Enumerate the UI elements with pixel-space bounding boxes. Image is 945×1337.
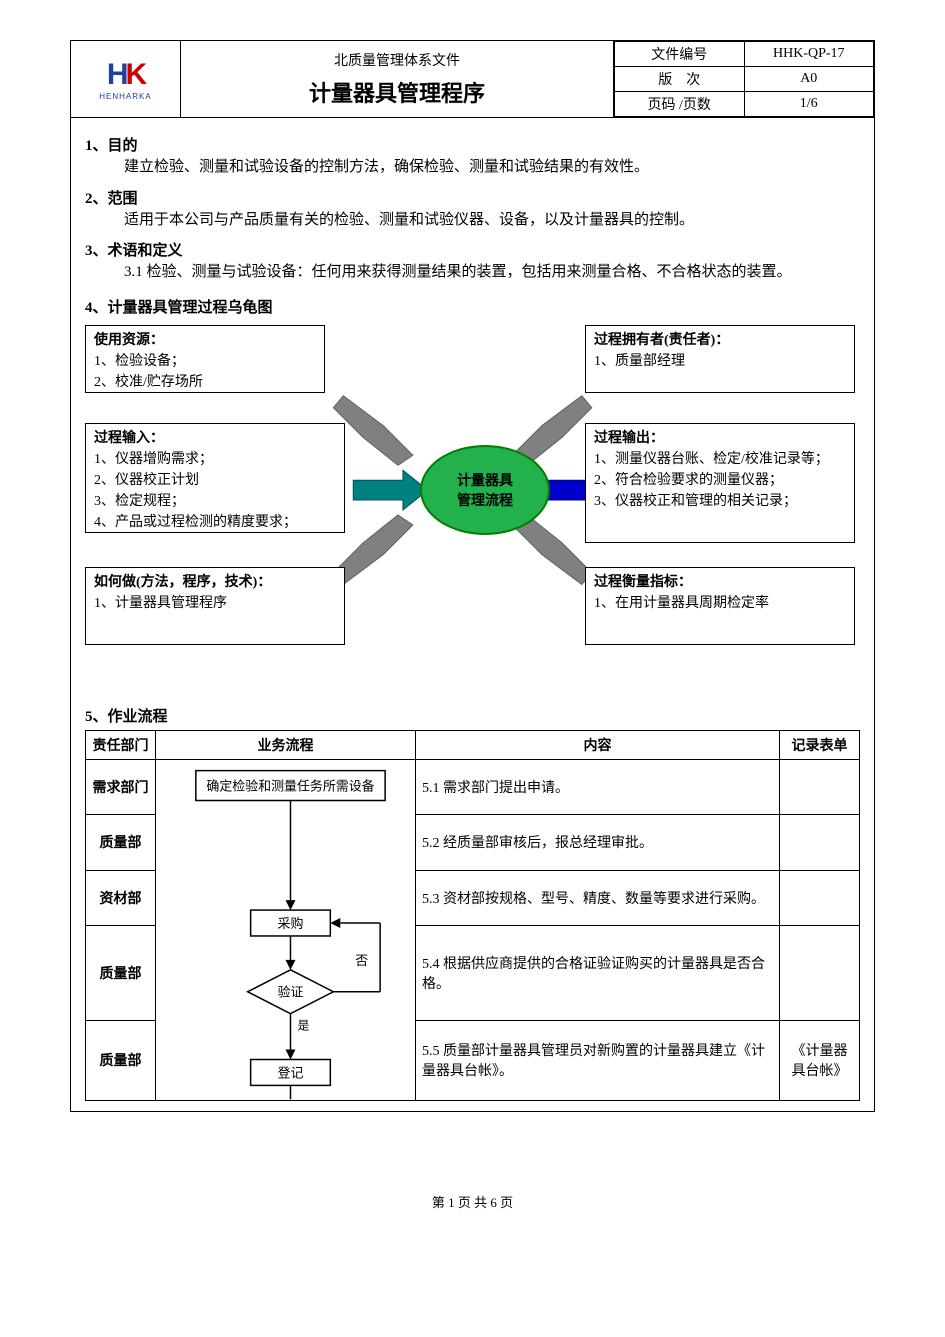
section-text-2: 适用于本公司与产品质量有关的检验、测量和试验仪器、设备，以及计量器具的控制。 xyxy=(85,208,860,234)
page-footer: 第 1 页 共 6 页 xyxy=(70,1192,875,1211)
turtle-box-line: 2、校准/贮存场所 xyxy=(94,372,316,393)
section-heading-4: 4、计量器具管理过程乌龟图 xyxy=(85,296,860,317)
turtle-box-how: 如何做(方法，程序，技术)： 1、计量器具管理程序 xyxy=(85,567,345,645)
footer-mid: 页 共 xyxy=(455,1195,491,1210)
dept-cell: 质量部 xyxy=(86,1020,156,1100)
turtle-box-title: 过程衡量指标： xyxy=(594,572,846,593)
turtle-box-line: 1、测量仪器台账、检定/校准记录等； xyxy=(594,449,846,470)
turtle-box-line: 1、检验设备； xyxy=(94,351,316,372)
desc-cell: 5.5 质量部计量器具管理员对新购置的计量器具建立《计量器具台帐》。 xyxy=(416,1020,780,1100)
document-body: 1、目的 建立检验、测量和试验设备的控制方法，确保检验、测量和试验结果的有效性。… xyxy=(70,118,875,1112)
desc-cell: 5.1 需求部门提出申请。 xyxy=(416,759,780,815)
meta-label: 文件编号 xyxy=(615,42,745,67)
svg-text:登记: 登记 xyxy=(278,1065,304,1080)
col-header-record: 记录表单 xyxy=(780,730,860,759)
record-cell xyxy=(780,759,860,815)
footer-prefix: 第 xyxy=(432,1195,448,1210)
flow-diagram-cell: 确定检验和测量任务所需设备 采购 验证 否 xyxy=(156,759,416,1100)
dept-cell: 资材部 xyxy=(86,870,156,926)
title-top: 北质量管理体系文件 xyxy=(334,50,460,70)
turtle-box-line: 3、检定规程； xyxy=(94,491,336,512)
meta-cell: 文件编号HHK-QP-17 版 次A0 页码 /页数1/6 xyxy=(614,41,874,117)
turtle-box-line: 2、仪器校正计划 xyxy=(94,470,336,491)
dept-cell: 质量部 xyxy=(86,815,156,871)
turtle-box-line: 1、仪器增购需求； xyxy=(94,449,336,470)
logo-cell: HK HENHARKA xyxy=(71,41,181,117)
section-text-1: 建立检验、测量和试验设备的控制方法，确保检验、测量和试验结果的有效性。 xyxy=(85,155,860,181)
table-row: 需求部门 确定检验和测量任务所需设备 采购 xyxy=(86,759,860,815)
dept-cell: 需求部门 xyxy=(86,759,156,815)
svg-text:否: 否 xyxy=(355,952,368,967)
logo-subtext: HENHARKA xyxy=(99,92,151,101)
turtle-box-title: 过程拥有者(责任者)： xyxy=(594,330,846,351)
turtle-box-line: 1、质量部经理 xyxy=(594,351,846,372)
section-heading-5: 5、作业流程 xyxy=(85,705,860,726)
section-heading-1: 1、目的 xyxy=(85,134,860,155)
dept-cell: 质量部 xyxy=(86,926,156,1020)
record-cell: 《计量器具台帐》 xyxy=(780,1020,860,1100)
turtle-box-metric: 过程衡量指标： 1、在用计量器具周期检定率 xyxy=(585,567,855,645)
turtle-box-line: 3、仪器校正和管理的相关记录； xyxy=(594,491,846,512)
meta-value: 1/6 xyxy=(744,92,874,117)
turtle-box-input: 过程输入： 1、仪器增购需求； 2、仪器校正计划 3、检定规程； 4、产品或过程… xyxy=(85,423,345,533)
turtle-box-line: 4、产品或过程检测的精度要求； xyxy=(94,512,336,533)
workflow-svg: 确定检验和测量任务所需设备 采购 验证 否 xyxy=(156,760,415,1100)
footer-suffix: 页 xyxy=(497,1195,513,1210)
turtle-box-title: 过程输出： xyxy=(594,428,846,449)
record-cell xyxy=(780,926,860,1020)
logo-mark: HK xyxy=(107,58,144,92)
turtle-box-line: 2、符合检验要求的测量仪器； xyxy=(594,470,846,491)
desc-cell: 5.4 根据供应商提供的合格证验证购买的计量器具是否合格。 xyxy=(416,926,780,1020)
turtle-box-output: 过程输出： 1、测量仪器台账、检定/校准记录等； 2、符合检验要求的测量仪器； … xyxy=(585,423,855,543)
title-cell: 北质量管理体系文件 计量器具管理程序 xyxy=(181,41,614,117)
section-text-3: 3.1 检验、测量与试验设备：任何用来获得测量结果的装置，包括用来测量合格、不合… xyxy=(85,260,860,286)
svg-text:确定检验和测量任务所需设备: 确定检验和测量任务所需设备 xyxy=(206,778,374,793)
turtle-box-line: 1、在用计量器具周期检定率 xyxy=(594,593,846,614)
record-cell xyxy=(780,815,860,871)
meta-value: HHK-QP-17 xyxy=(744,42,874,67)
svg-text:采购: 采购 xyxy=(278,916,304,931)
turtle-box-title: 过程输入： xyxy=(94,428,336,449)
svg-text:是: 是 xyxy=(297,1018,309,1032)
col-header-flow: 业务流程 xyxy=(156,730,416,759)
turtle-box-owner: 过程拥有者(责任者)： 1、质量部经理 xyxy=(585,325,855,393)
turtle-center-label: 计量器具 管理流程 xyxy=(457,470,513,510)
workflow-table: 责任部门 业务流程 内容 记录表单 需求部门 确定检验和测量任务所需设备 xyxy=(85,730,860,1101)
meta-value: A0 xyxy=(744,67,874,92)
turtle-center: 计量器具 管理流程 xyxy=(420,445,550,535)
turtle-box-title: 使用资源： xyxy=(94,330,316,351)
desc-cell: 5.3 资材部按规格、型号、精度、数量等要求进行采购。 xyxy=(416,870,780,926)
meta-label: 版 次 xyxy=(615,67,745,92)
svg-text:验证: 验证 xyxy=(278,984,304,999)
turtle-diagram: 计量器具 管理流程 使用资源： 1、检验设备； 2、校准/贮存场所 过程拥有者(… xyxy=(85,325,860,695)
col-header-dept: 责任部门 xyxy=(86,730,156,759)
record-cell xyxy=(780,870,860,926)
title-main: 计量器具管理程序 xyxy=(309,76,485,108)
document-header: HK HENHARKA 北质量管理体系文件 计量器具管理程序 文件编号HHK-Q… xyxy=(70,40,875,118)
section-heading-3: 3、术语和定义 xyxy=(85,239,860,260)
meta-label: 页码 /页数 xyxy=(615,92,745,117)
section-heading-2: 2、范围 xyxy=(85,187,860,208)
col-header-desc: 内容 xyxy=(416,730,780,759)
turtle-box-title: 如何做(方法，程序，技术)： xyxy=(94,572,336,593)
desc-cell: 5.2 经质量部审核后，报总经理审批。 xyxy=(416,815,780,871)
turtle-box-resources: 使用资源： 1、检验设备； 2、校准/贮存场所 xyxy=(85,325,325,393)
turtle-box-line: 1、计量器具管理程序 xyxy=(94,593,336,614)
table-header-row: 责任部门 业务流程 内容 记录表单 xyxy=(86,730,860,759)
